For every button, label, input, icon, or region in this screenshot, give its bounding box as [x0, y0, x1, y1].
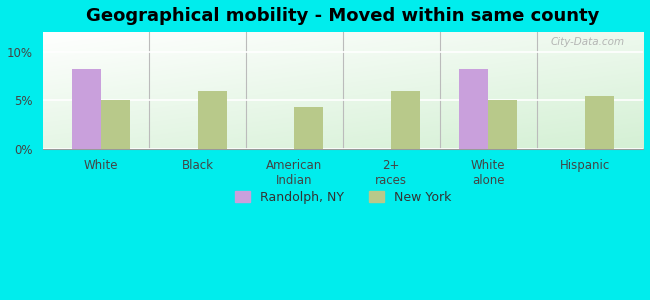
Bar	[488, 100, 517, 149]
Bar	[391, 91, 421, 149]
Bar	[585, 97, 614, 149]
Title: Geographical mobility - Moved within same county: Geographical mobility - Moved within sam…	[86, 7, 599, 25]
Text: City-Data.com: City-Data.com	[551, 37, 625, 47]
Legend: Randolph, NY, New York: Randolph, NY, New York	[235, 191, 451, 204]
Bar	[72, 69, 101, 149]
Bar	[198, 91, 227, 149]
Bar	[459, 69, 488, 149]
Bar	[294, 107, 324, 149]
Bar	[101, 100, 130, 149]
